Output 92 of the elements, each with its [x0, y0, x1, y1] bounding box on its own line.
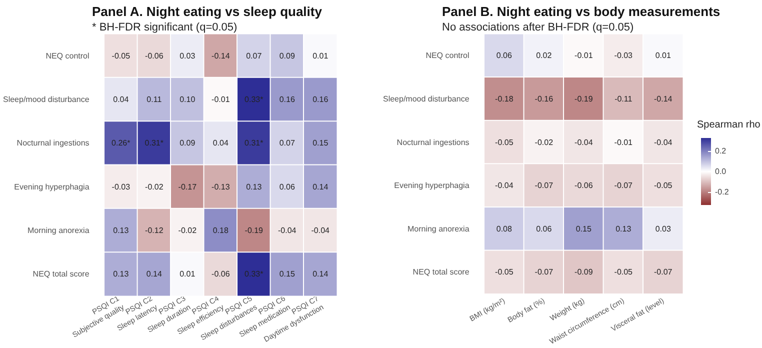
y-tick-label: Evening hyperphagia — [394, 181, 470, 190]
data-label: 0.06 — [536, 224, 552, 234]
y-tick-label: NEQ control — [46, 51, 90, 60]
data-label: -0.04 — [574, 138, 594, 147]
data-label: -0.06 — [212, 270, 230, 279]
chart-subtitle: No associations after BH-FDR (q=0.05) — [442, 22, 634, 34]
data-label: 0.04 — [212, 138, 229, 148]
chart-title: Panel A. Night eating vs sleep quality — [92, 4, 323, 19]
data-label: 0.07 — [246, 51, 262, 60]
data-label: -0.16 — [534, 94, 554, 104]
data-label: 0.16 — [279, 95, 296, 104]
data-label: 0.26* — [112, 138, 130, 148]
data-label: -0.03 — [112, 182, 131, 192]
y-tick-label: Morning anorexia — [27, 226, 90, 235]
chart-title: Panel B. Night eating vs body measurements — [442, 4, 720, 19]
data-label: 0.03 — [180, 51, 196, 60]
data-label: -0.01 — [614, 138, 634, 147]
data-label: 0.13 — [113, 226, 130, 235]
data-label: 0.04 — [113, 95, 130, 104]
data-label: 0.13 — [113, 270, 130, 279]
data-label: -0.14 — [212, 51, 230, 60]
data-label: 0.15 — [312, 138, 329, 148]
color-bar-label: 0.0 — [715, 167, 727, 176]
y-tick-label: NEQ total score — [412, 268, 470, 277]
data-label: -0.18 — [495, 94, 514, 104]
data-label: 0.10 — [180, 95, 196, 104]
data-label: -0.07 — [534, 268, 554, 277]
data-label: 0.31* — [144, 138, 164, 148]
y-tick-label: Nocturnal ingestions — [396, 138, 470, 147]
data-label: -0.07 — [614, 181, 634, 190]
y-tick-label: Sleep/mood disturbance — [2, 95, 90, 104]
data-label: 0.33* — [244, 270, 264, 279]
data-label: -0.02 — [534, 138, 554, 147]
data-label: 0.01 — [655, 51, 672, 60]
data-label: 0.08 — [496, 224, 512, 234]
data-label: -0.06 — [145, 51, 164, 60]
data-label: -0.02 — [178, 226, 198, 235]
data-label: 0.01 — [180, 270, 196, 279]
data-label: -0.05 — [495, 268, 514, 277]
data-label: 0.02 — [536, 51, 552, 60]
data-label: -0.07 — [654, 268, 673, 277]
data-label: -0.07 — [534, 181, 554, 190]
color-bar-title: Spearman rho — [697, 120, 761, 130]
data-label: 0.16 — [312, 95, 329, 104]
data-label: -0.19 — [244, 226, 264, 235]
data-label: -0.05 — [654, 181, 673, 190]
data-label: 0.18 — [212, 226, 229, 235]
color-bar-label: -0.2 — [715, 187, 730, 196]
y-tick-label: Sleep/mood disturbance — [382, 94, 470, 104]
data-label: 0.14 — [312, 182, 329, 192]
data-label: -0.06 — [574, 181, 594, 190]
data-label: -0.19 — [574, 94, 594, 104]
data-label: 0.11 — [146, 95, 162, 104]
data-label: 0.14 — [312, 270, 329, 279]
data-label: -0.13 — [212, 182, 230, 192]
data-label: -0.04 — [278, 226, 297, 235]
data-label: 0.31* — [244, 138, 264, 148]
y-tick-label: NEQ total score — [32, 270, 90, 279]
y-tick-label: NEQ control — [426, 51, 470, 60]
data-label: -0.01 — [574, 51, 594, 60]
y-tick-label: Morning anorexia — [407, 224, 470, 234]
data-label: 0.09 — [180, 138, 196, 148]
chart-subtitle: * BH-FDR significant (q=0.05) — [92, 22, 238, 34]
data-label: 0.09 — [279, 51, 296, 60]
y-tick-label: Nocturnal ingestions — [16, 138, 90, 148]
data-label: 0.07 — [279, 138, 296, 148]
data-label: 0.06 — [496, 51, 512, 60]
data-label: -0.12 — [145, 226, 164, 235]
data-label: -0.05 — [614, 268, 634, 277]
data-label: 0.13 — [246, 182, 262, 192]
data-label: 0.01 — [312, 51, 329, 60]
data-label: 0.15 — [279, 270, 296, 279]
data-label: -0.05 — [112, 51, 131, 60]
data-label: 0.13 — [616, 224, 632, 234]
data-label: 0.15 — [576, 224, 592, 234]
data-label: -0.14 — [654, 94, 673, 104]
data-label: -0.02 — [145, 182, 164, 192]
data-label: -0.04 — [311, 226, 330, 235]
data-label: -0.09 — [574, 268, 594, 277]
data-label: -0.03 — [614, 51, 634, 60]
data-label: 0.03 — [655, 224, 672, 234]
data-label: -0.17 — [178, 182, 198, 192]
color-bar-label: 0.2 — [715, 146, 727, 156]
data-label: 0.06 — [279, 182, 296, 192]
y-tick-label: Evening hyperphagia — [14, 182, 90, 192]
data-label: -0.01 — [212, 95, 230, 104]
data-label: -0.11 — [614, 94, 633, 104]
data-label: -0.04 — [654, 138, 673, 147]
data-label: 0.33* — [244, 95, 264, 104]
data-label: 0.14 — [146, 270, 162, 279]
data-label: -0.05 — [495, 138, 514, 147]
data-label: -0.04 — [495, 181, 514, 190]
